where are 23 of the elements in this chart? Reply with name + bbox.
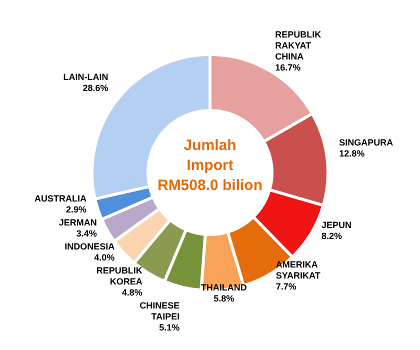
data-label: 12.8% — [339, 148, 365, 159]
data-label: 8.2% — [321, 230, 342, 241]
slice-label: JEPUN — [321, 220, 352, 230]
slice-label: AUSTRALIA — [34, 194, 87, 204]
data-label: 4.8% — [122, 288, 142, 298]
slice-label: SINGAPURA — [339, 138, 394, 148]
data-label: 2.9% — [66, 204, 86, 215]
data-label: 7.7% — [276, 282, 296, 292]
text: RM508.0 bilion — [157, 177, 263, 194]
data-label: 4.0% — [94, 252, 115, 263]
data-label: 5.1% — [159, 322, 180, 333]
text: Jumlah — [184, 137, 236, 154]
data-label: 3.4% — [76, 228, 97, 239]
slice-label: INDONESIA — [64, 242, 116, 252]
data-label: 28.6% — [82, 83, 108, 94]
data-label: 16.7% — [275, 62, 301, 72]
text: Import — [186, 157, 234, 174]
data-label: 5.8% — [214, 293, 234, 304]
slice-label: REPUBLIK KOREA — [96, 266, 143, 287]
slice-label: JERMAN — [58, 218, 97, 228]
slice-label: CHINESE TAIPEI — [140, 300, 180, 322]
slice-label: REPUBLIK RAKYAT CHINA — [275, 29, 322, 62]
slice-label: LAIN-LAIN — [63, 72, 108, 82]
